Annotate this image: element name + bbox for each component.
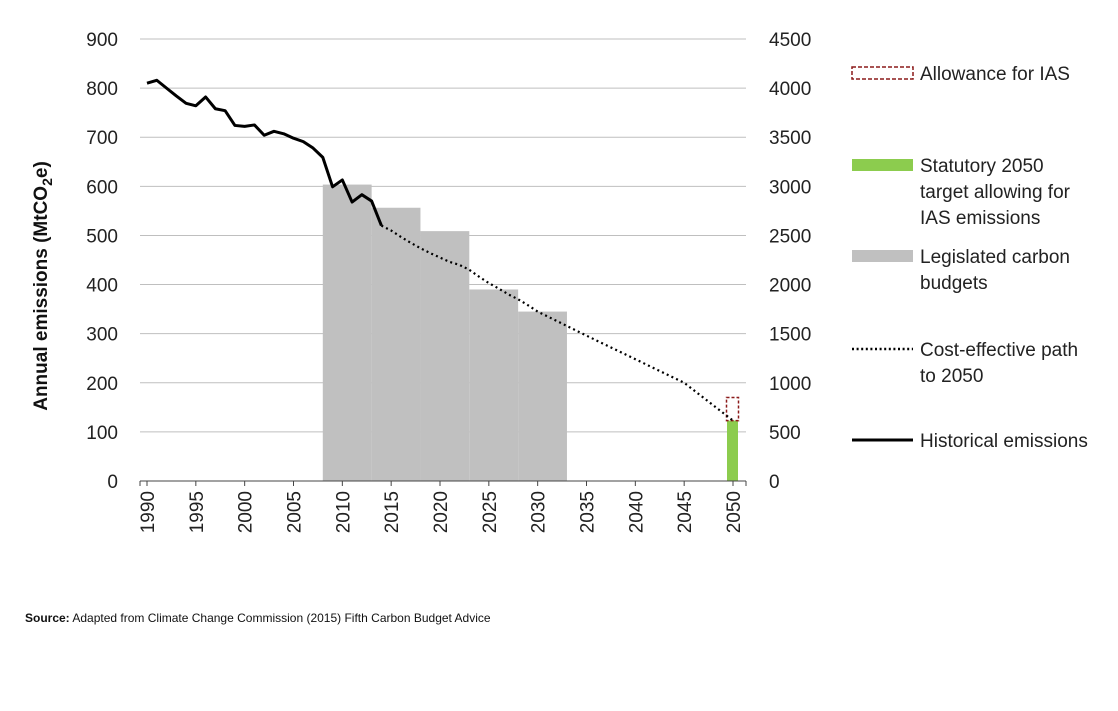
legend-item-target: Statutory 2050 target allowing for IAS emi… [852, 156, 1071, 229]
legend-label: to 2050 [920, 366, 983, 387]
source-label: Source: [25, 611, 70, 625]
carbon-budget-bar-1 [322, 184, 372, 481]
legend-item-budget: Legislated carbon budgets [852, 247, 1070, 294]
x-tick-label: 2040 [626, 491, 647, 533]
y-axis-ticks: 0 100 200 300 400 500 600 700 800 900 [86, 30, 118, 493]
y2-tick-label: 1000 [769, 374, 811, 395]
legend-item-ias: Allowance for IAS [851, 64, 1070, 85]
legend-swatch-ias [851, 66, 914, 80]
y-tick-label: 100 [86, 423, 118, 444]
y2-axis-ticks: 0 500 1000 1500 2000 2500 3000 3500 4000 4500 [769, 30, 811, 493]
ias-allowance-box [725, 396, 740, 422]
x-tick-label: 2005 [285, 491, 306, 533]
legend-swatch-target [852, 159, 913, 171]
y-tick-label: 400 [86, 276, 118, 297]
x-tick-label: 2025 [480, 491, 501, 533]
legend-label: Legislated carbon [920, 247, 1070, 268]
y2-tick-label: 0 [769, 472, 780, 493]
y2-tick-label: 1500 [769, 325, 811, 346]
carbon-budget-bar-4 [469, 289, 519, 481]
series-lines [146, 78, 734, 422]
y-axis-label: Annual emissions (MtCO2e) [31, 161, 55, 411]
axes [139, 480, 747, 486]
y2-tick-label: 2000 [769, 276, 811, 297]
y2-tick-label: 3000 [769, 177, 811, 198]
legend-label: budgets [920, 273, 988, 294]
x-tick-label: 2010 [333, 491, 354, 533]
x-axis-ticks: 1990 1995 2000 2005 2010 2015 2020 2025 2030 2035… [138, 481, 745, 533]
x-tick-label: 2015 [382, 491, 403, 533]
x-tick-label: 2000 [236, 491, 257, 533]
y-tick-label: 900 [86, 30, 118, 51]
x-tick-label: 2045 [675, 491, 696, 533]
y-tick-label: 500 [86, 226, 118, 247]
legend-label: Historical emissions [920, 431, 1088, 452]
historical-emissions-line [146, 78, 383, 227]
y-tick-label: 600 [86, 177, 118, 198]
legend-label: Allowance for IAS [920, 64, 1070, 85]
x-tick-label: 2030 [529, 491, 550, 533]
carbon-budget-bars [322, 184, 567, 481]
y2-tick-label: 2500 [769, 226, 811, 247]
legend-item-hist: Historical emissions [852, 431, 1088, 452]
source-note: Source: Adapted from Climate Change Comm… [25, 611, 491, 625]
y-tick-label: 300 [86, 325, 118, 346]
source-text: Adapted from Climate Change Commission (… [69, 611, 491, 625]
legend-label: Statutory 2050 [920, 156, 1044, 177]
y-tick-label: 800 [86, 79, 118, 100]
y2-tick-label: 500 [769, 423, 801, 444]
x-tick-label: 1990 [138, 491, 159, 533]
carbon-budget-bar-3 [420, 231, 470, 481]
cost-effective-path-line [380, 224, 734, 422]
statutory-target-bar [727, 420, 738, 481]
carbon-budget-bar-5 [518, 311, 567, 481]
x-tick-label: 2050 [724, 491, 745, 533]
x-tick-label: 2035 [578, 491, 599, 533]
x-tick-label: 1995 [187, 491, 208, 533]
target-2050-bar-group [725, 396, 740, 481]
legend-label: Cost-effective path [920, 340, 1078, 361]
y2-tick-label: 4500 [769, 30, 811, 51]
legend: Allowance for IAS Statutory 2050 target al… [851, 64, 1088, 452]
y2-tick-label: 3500 [769, 128, 811, 149]
y-tick-label: 200 [86, 374, 118, 395]
y-tick-label: 700 [86, 128, 118, 149]
carbon-budget-bar-2 [371, 207, 421, 481]
y-tick-label: 0 [107, 472, 118, 493]
y2-tick-label: 4000 [769, 79, 811, 100]
x-tick-label: 2020 [431, 491, 452, 533]
legend-swatch-budget [852, 250, 913, 262]
legend-label: IAS emissions [920, 208, 1040, 229]
legend-label: target allowing for [920, 182, 1071, 203]
legend-item-path: Cost-effective path to 2050 [852, 340, 1078, 387]
